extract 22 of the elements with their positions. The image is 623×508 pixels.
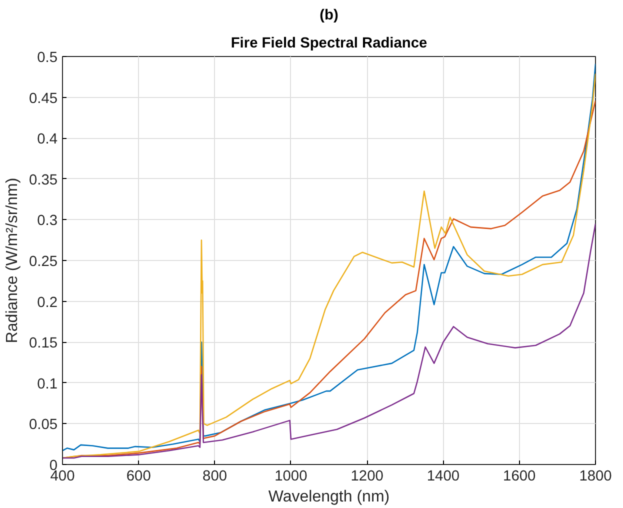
- x-tick-label: 1000: [274, 468, 308, 484]
- y-tick-label: 0.15: [28, 336, 58, 352]
- y-tick-label: 0.45: [28, 90, 58, 107]
- chart-title: (b): [320, 8, 338, 24]
- x-tick-label: 800: [202, 468, 228, 484]
- chart-subtitle: Fire Field Spectral Radiance: [230, 36, 428, 52]
- x-tick-label: 1600: [503, 468, 536, 484]
- y-tick-label: 0.1: [37, 376, 58, 392]
- y-tick-label: 0.35: [28, 172, 58, 188]
- y-tick-label: 0.2: [37, 294, 58, 311]
- x-tick-label: 1400: [426, 468, 460, 484]
- x-tick-label: 1200: [350, 468, 384, 484]
- y-tick-label: 0.4: [37, 132, 58, 148]
- y-axis-title: Radiance (W/m²/sr/nm): [4, 178, 21, 344]
- y-tick-label: 0.3: [37, 213, 58, 230]
- x-tick-label: 1800: [579, 468, 612, 484]
- x-axis-title: Wavelength (nm): [268, 488, 390, 506]
- y-tick-label: 0.25: [28, 254, 58, 270]
- line-series: [62, 223, 596, 459]
- y-tick-label: 0.05: [28, 417, 58, 434]
- x-tick-label: 600: [126, 468, 151, 484]
- y-tick-label: 0.5: [37, 50, 58, 66]
